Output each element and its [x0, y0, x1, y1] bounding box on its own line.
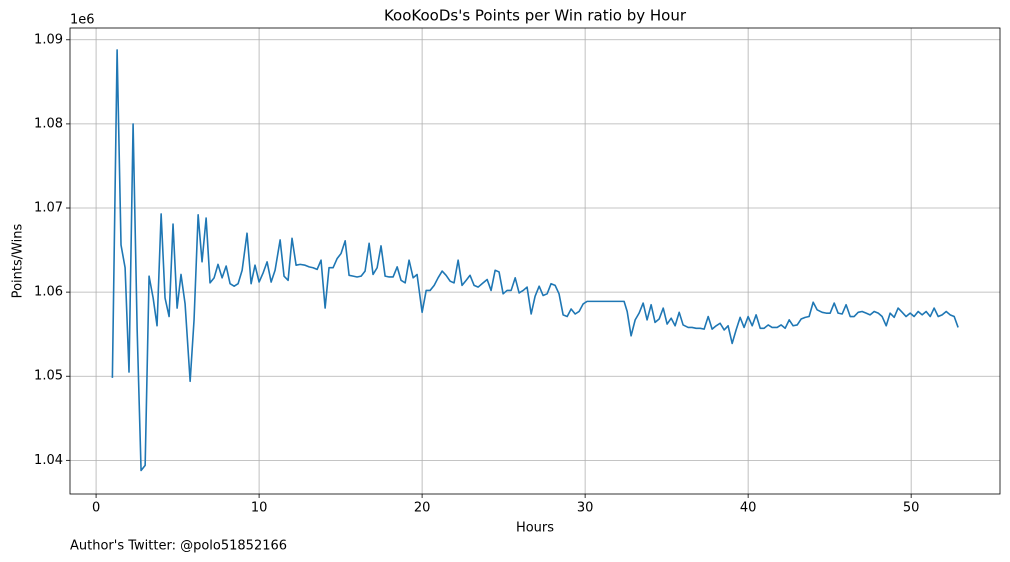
y-tick-label: 1.04	[34, 453, 63, 468]
y-tick-label: 1.05	[34, 369, 63, 384]
y-tick-label: 1.06	[34, 285, 63, 300]
x-axis-label: Hours	[516, 521, 554, 536]
plot-frame	[69, 27, 1001, 495]
y-tick-label: 1.07	[34, 201, 63, 216]
chart-title: KooKooDs's Points per Win ratio by Hour	[384, 7, 687, 25]
data-line	[111, 49, 959, 472]
footnote: Author's Twitter: @polo51852166	[70, 539, 287, 554]
y-axis-label: Points/Wins	[11, 223, 26, 298]
y-tick-label: 1.08	[34, 116, 63, 131]
x-tick-label: 20	[414, 501, 431, 516]
x-tick-label: 50	[903, 501, 920, 516]
x-tick-label: 30	[577, 501, 594, 516]
x-tick-label: 10	[251, 501, 268, 516]
x-tick-label: 0	[92, 501, 100, 516]
y-tick-label: 1.09	[34, 32, 63, 47]
x-tick-label: 40	[740, 501, 757, 516]
y-offset-label: 1e6	[70, 13, 95, 28]
